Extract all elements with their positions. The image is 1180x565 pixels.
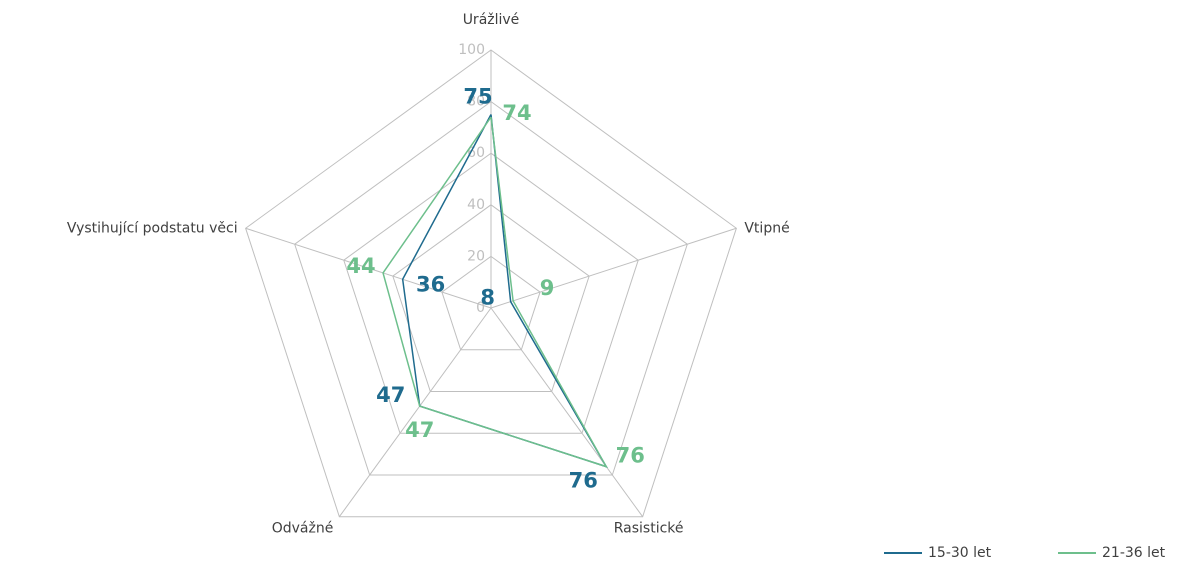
grid-ring [294, 100, 688, 476]
tick-label: 100 [458, 42, 485, 58]
legend-label: 21-36 let [1102, 545, 1166, 561]
data-label: 44 [346, 254, 375, 278]
grid-ring [392, 204, 590, 392]
data-label: 9 [540, 276, 555, 300]
series-line [382, 116, 608, 468]
category-label: Rasistické [614, 521, 684, 537]
category-label: Urážlivé [463, 12, 520, 28]
legend-label: 15-30 let [928, 545, 992, 561]
data-label: 47 [376, 383, 405, 407]
tick-label: 20 [467, 248, 485, 264]
tick-label: 80 [467, 94, 485, 110]
grid-ring [343, 152, 639, 434]
spoke [245, 227, 492, 309]
category-label: Odvážné [272, 521, 334, 537]
tick-label: 40 [467, 197, 485, 213]
data-label: 75 [463, 85, 492, 109]
data-label: 47 [405, 418, 434, 442]
data-label: 8 [480, 286, 495, 310]
grid-ring [245, 49, 737, 518]
data-label: 74 [502, 101, 531, 125]
spoke [338, 307, 492, 518]
category-label: Vystihující podstatu věci [67, 220, 238, 236]
grid-ring [441, 255, 541, 351]
category-label: Vtipné [744, 220, 789, 236]
data-label: 76 [616, 444, 645, 468]
data-label: 76 [569, 469, 598, 493]
spoke [490, 307, 644, 518]
tick-label: 0 [476, 300, 485, 316]
spoke [490, 227, 737, 309]
data-label: 36 [416, 272, 445, 296]
